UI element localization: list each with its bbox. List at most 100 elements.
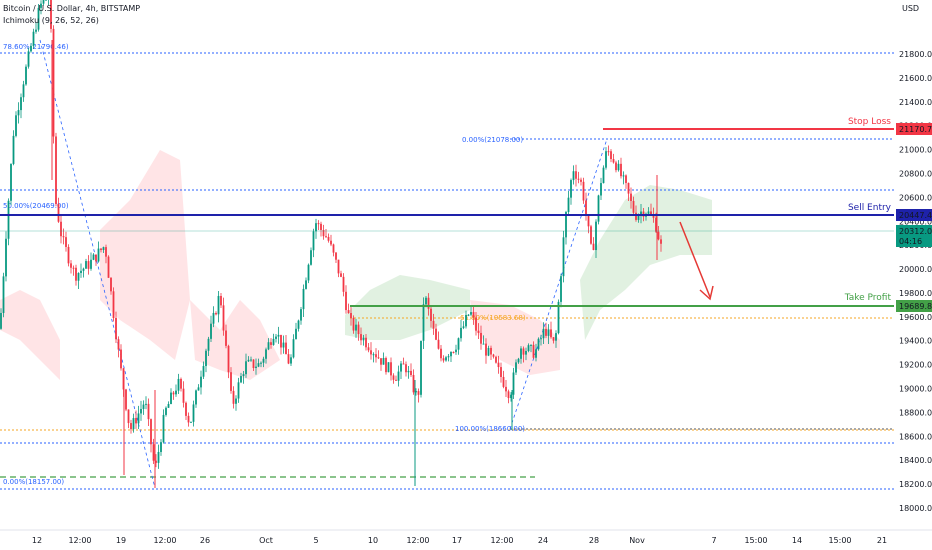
sell-entry-label: Sell Entry (848, 203, 892, 213)
indicator-legend[interactable]: Ichimoku (9, 26, 52, 26) (3, 16, 99, 25)
candle-body-174 (435, 328, 437, 340)
candle-body-86 (215, 312, 217, 315)
price-tick-19: 18000.00 (899, 504, 932, 513)
candle-body-45 (112, 291, 115, 318)
fib-label-786: 78.60%(21790.46) (3, 43, 69, 51)
candle-body-194 (485, 343, 487, 356)
currency-label: USD (902, 4, 919, 13)
candle-body-148 (370, 350, 372, 355)
time-tick-15: 15:00 (744, 536, 767, 545)
candle-body-112 (280, 334, 282, 348)
candle-body-118 (295, 328, 297, 340)
candle-body-166 (415, 391, 417, 393)
price-tick-5: 20800.00 (899, 169, 932, 178)
candle-body-232 (580, 179, 582, 182)
candle-body-8 (20, 97, 22, 111)
candle-body-239 (597, 195, 600, 222)
candle-body-207 (517, 358, 520, 363)
price-tick-10: 19800.00 (899, 289, 932, 298)
candle-body-161 (402, 363, 405, 365)
candle-body-81 (202, 366, 205, 377)
candle-body-59 (147, 403, 150, 420)
candle-body-228 (570, 180, 572, 198)
candle-body-226 (565, 212, 567, 238)
candle-body-204 (510, 394, 512, 399)
candle-body-250 (625, 175, 627, 183)
candle-body-33 (82, 268, 85, 271)
candle-body-223 (557, 301, 560, 334)
candle-body-104 (260, 362, 262, 364)
candle-body-25 (62, 236, 65, 238)
candle-body-195 (487, 347, 490, 356)
candle-body-35 (87, 261, 90, 269)
candle-body-188 (470, 312, 472, 315)
candle-body-51 (127, 409, 130, 424)
candle-body-97 (242, 374, 245, 377)
candle-body-108 (270, 342, 272, 345)
fib-label-100: 100.00%(18660.00) (455, 425, 525, 433)
candle-body-190 (475, 317, 477, 331)
candle-body-53 (132, 418, 135, 430)
candle-body-7 (17, 110, 20, 116)
candle-body-244 (610, 151, 612, 160)
candle-body-164 (410, 370, 412, 376)
time-tick-10: 12:00 (490, 536, 513, 545)
candle-body-191 (477, 330, 480, 333)
candle-body-167 (417, 391, 420, 395)
time-tick-18: 21 (877, 536, 887, 545)
candle-body-77 (192, 404, 195, 422)
candle-body-252 (630, 193, 632, 201)
candle-body-128 (320, 223, 322, 230)
candle-body-44 (110, 277, 112, 292)
candle-body-38 (95, 254, 97, 262)
price-tick-17: 18400.00 (899, 456, 932, 465)
candle-body-143 (357, 324, 360, 335)
candle-body-82 (205, 350, 207, 367)
price-tick-14: 19000.00 (899, 385, 932, 394)
candle-body-55 (137, 413, 140, 424)
price-axis[interactable]: USD21800.0021600.0021400.0021200.0021000… (896, 4, 932, 513)
candle-body-171 (427, 297, 430, 309)
candle-body-56 (140, 408, 142, 414)
candle-body-22 (55, 136, 57, 204)
time-tick-3: 12:00 (153, 536, 176, 545)
candle-body-111 (277, 334, 280, 337)
candle-body-16 (40, 3, 42, 8)
candle-body-4 (10, 163, 12, 201)
stop-loss-price-tag-bg (896, 123, 932, 135)
time-axis[interactable]: 12 12:00 19 12:00 26 Oct 5 10 12:00 17 12:00 24 28 No… (0, 529, 932, 545)
candle-body-10 (25, 66, 27, 85)
candle-body-23 (57, 203, 60, 222)
candle-body-200 (500, 367, 502, 377)
time-tick-4: 26 (200, 536, 210, 545)
candle-body-186 (465, 315, 467, 327)
time-tick-14: 7 (711, 536, 716, 545)
candle-body-32 (80, 270, 82, 274)
candlestick-series (0, 0, 662, 488)
candle-body-184 (460, 327, 462, 339)
time-tick-11: 24 (538, 536, 548, 545)
time-tick-5: Oct (259, 536, 273, 545)
candle-body-91 (227, 345, 230, 373)
cloud-region-4 (470, 300, 560, 375)
time-tick-9: 17 (452, 536, 462, 545)
price-tick-12: 19400.00 (899, 337, 932, 346)
fib-label-618: 61.80%(19583.68) (460, 314, 526, 322)
candle-body-60 (150, 419, 152, 445)
candle-body-163 (407, 370, 410, 373)
price-tick-11: 19600.00 (899, 313, 932, 322)
candle-body-133 (332, 244, 335, 253)
candle-body-192 (480, 332, 482, 344)
candle-body-175 (437, 339, 440, 349)
candle-body-13 (32, 31, 35, 46)
candle-body-132 (330, 240, 332, 245)
time-tick-0: 12 (32, 536, 42, 545)
candle-body-119 (297, 320, 300, 329)
candle-body-247 (617, 163, 620, 171)
candle-body-127 (317, 223, 320, 225)
candle-body-17 (42, 0, 45, 4)
candle-body-54 (135, 418, 137, 424)
candle-body-149 (372, 354, 375, 356)
fib-levels: 78.60%(21790.46) 0.00%(21078.00) 50.00%(20… (0, 39, 894, 490)
